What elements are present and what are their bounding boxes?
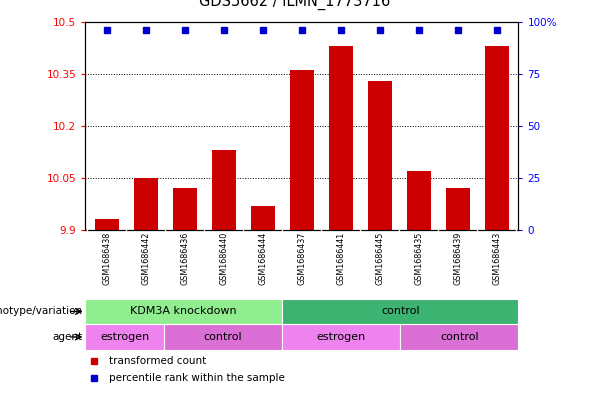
Text: GSM1686437: GSM1686437: [297, 232, 306, 285]
Bar: [368, 81, 392, 230]
Text: transformed count: transformed count: [109, 356, 207, 366]
Bar: [329, 46, 353, 230]
Text: agent: agent: [52, 332, 82, 342]
Text: GSM1686439: GSM1686439: [454, 232, 462, 285]
Text: GSM1686442: GSM1686442: [141, 232, 150, 285]
Bar: [134, 178, 158, 230]
Text: GSM1686444: GSM1686444: [259, 232, 267, 285]
Text: estrogen: estrogen: [317, 332, 366, 342]
Bar: [485, 46, 508, 230]
Bar: [290, 70, 313, 230]
Text: KDM3A knockdown: KDM3A knockdown: [131, 307, 237, 316]
Text: GSM1686436: GSM1686436: [180, 232, 189, 285]
Bar: [446, 188, 469, 230]
Text: GSM1686441: GSM1686441: [336, 232, 345, 285]
Bar: [282, 299, 518, 324]
Text: control: control: [440, 332, 479, 342]
Bar: [282, 324, 401, 350]
Text: GSM1686445: GSM1686445: [375, 232, 385, 285]
Text: control: control: [204, 332, 243, 342]
Bar: [85, 299, 282, 324]
Bar: [407, 171, 431, 230]
Bar: [95, 219, 118, 230]
Bar: [212, 150, 236, 230]
Text: genotype/variation: genotype/variation: [0, 307, 82, 316]
Text: estrogen: estrogen: [100, 332, 150, 342]
Bar: [164, 324, 282, 350]
Bar: [251, 206, 274, 230]
Bar: [85, 324, 164, 350]
Text: control: control: [381, 307, 419, 316]
Text: percentile rank within the sample: percentile rank within the sample: [109, 373, 285, 383]
Text: GSM1686440: GSM1686440: [219, 232, 229, 285]
Bar: [173, 188, 197, 230]
Text: GSM1686438: GSM1686438: [102, 232, 111, 285]
Bar: [401, 324, 518, 350]
Text: GDS5662 / ILMN_1773716: GDS5662 / ILMN_1773716: [199, 0, 390, 10]
Text: GSM1686435: GSM1686435: [415, 232, 423, 285]
Text: GSM1686443: GSM1686443: [492, 232, 501, 285]
